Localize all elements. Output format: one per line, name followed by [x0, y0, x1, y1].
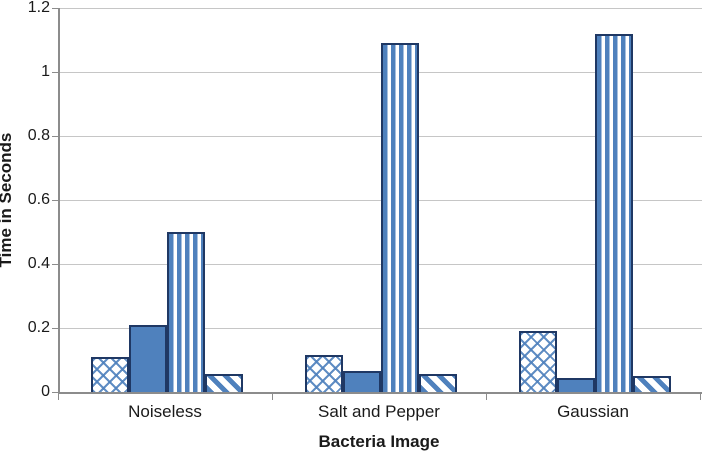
solid-fill-bar	[557, 377, 595, 392]
category-label: Noiseless	[128, 402, 202, 421]
diagonal-stripes-bar	[419, 373, 457, 392]
solid-fill-bar	[129, 324, 167, 392]
vertical-stripes-bar	[167, 232, 205, 392]
y-axis-tick	[52, 136, 58, 137]
x-axis-tick	[700, 394, 701, 400]
x-axis-title: Bacteria Image	[318, 432, 440, 451]
y-axis-tick	[52, 392, 58, 393]
crosshatch-pattern-bar	[305, 355, 343, 392]
y-tick-label: 1	[41, 63, 50, 80]
crosshatch-pattern-bar	[91, 356, 129, 392]
y-tick-label: 0.8	[27, 127, 50, 144]
category-label: Gaussian	[557, 402, 629, 421]
y-tick-label: 0.2	[27, 319, 50, 336]
y-tick-label: 0.6	[27, 191, 50, 208]
x-axis-tick	[58, 394, 59, 400]
x-axis-tick	[272, 394, 273, 400]
plot-area	[58, 7, 702, 394]
y-axis-tick	[52, 264, 58, 265]
diagonal-stripes-bar	[205, 373, 243, 392]
category-label: Salt and Pepper	[318, 402, 440, 421]
solid-fill-bar	[343, 370, 381, 392]
diagonal-stripes-bar	[633, 376, 671, 392]
y-tick-label: 0	[41, 383, 50, 400]
y-axis-tick	[52, 8, 58, 9]
y-axis-tick	[52, 328, 58, 329]
vertical-stripes-bar	[381, 43, 419, 392]
y-tick-label: 1.2	[27, 0, 50, 16]
crosshatch-pattern-bar	[519, 331, 557, 392]
y-axis-tick	[52, 72, 58, 73]
y-tick-label: 0.4	[27, 255, 50, 272]
y-axis-tick	[52, 200, 58, 201]
vertical-stripes-bar	[595, 33, 633, 392]
gridline	[60, 7, 702, 9]
x-axis-tick	[486, 394, 487, 400]
